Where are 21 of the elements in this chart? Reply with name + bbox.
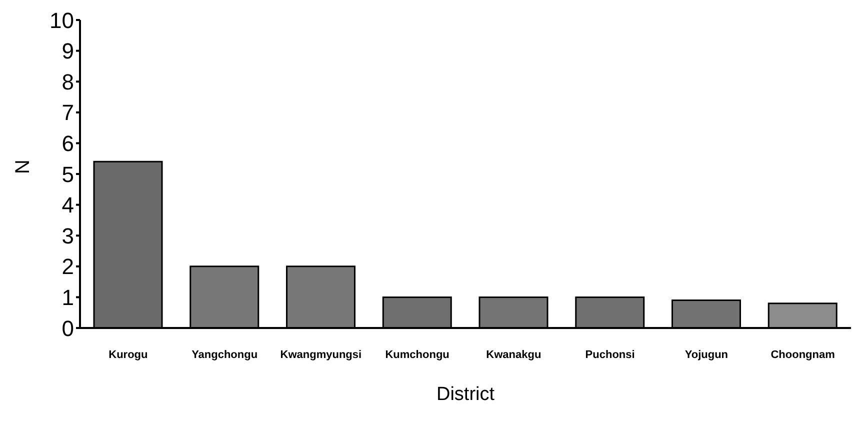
x-tick-label: Kurogu [108, 348, 148, 361]
y-tick-label: 0 [62, 316, 74, 341]
x-tick-label: Puchonsi [585, 348, 635, 361]
x-tick-label: Kwanakgu [486, 348, 542, 361]
x-tick-label: Choongnam [770, 348, 836, 361]
y-tick-label: 9 [62, 38, 74, 64]
y-tick-label: 10 [50, 8, 74, 33]
x-axis-title: District [436, 384, 496, 405]
x-tick-label: Kumchongu [385, 348, 450, 361]
y-tick-label: 1 [62, 285, 74, 310]
x-tick-label: Yangchongu [192, 348, 258, 361]
x-tick-label: Kwangmyungsi [280, 348, 362, 361]
y-axis-title: N [12, 160, 34, 174]
y-tick-label: 2 [62, 254, 74, 280]
y-tick-label: 4 [62, 192, 74, 218]
y-tick-label: 8 [62, 69, 74, 94]
y-tick-label: 5 [62, 162, 74, 187]
y-tick-label: 6 [62, 131, 74, 156]
y-tick-label: 3 [62, 223, 74, 248]
x-tick-label: Yojugun [684, 348, 728, 361]
y-tick-label: 7 [62, 100, 74, 126]
